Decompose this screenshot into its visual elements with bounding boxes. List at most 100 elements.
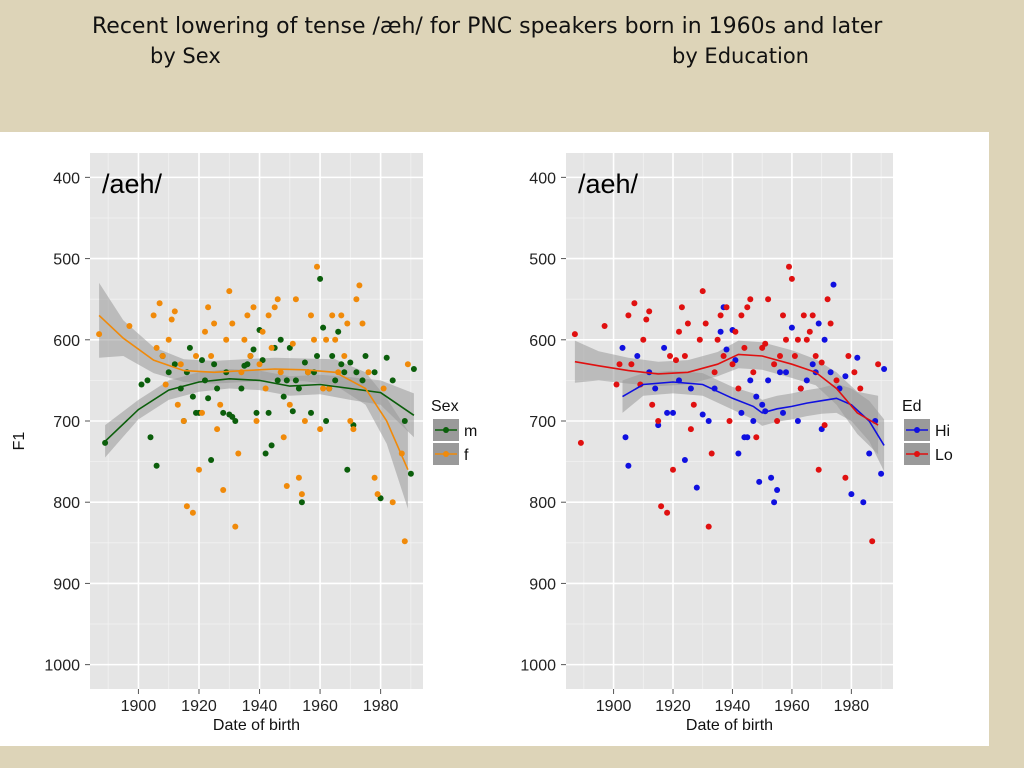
data-point-f (317, 426, 324, 433)
data-point-Hi (780, 409, 786, 416)
data-point-f (174, 401, 181, 408)
y-tick-label: 500 (53, 252, 80, 269)
data-point-f (241, 336, 248, 343)
data-point-Lo (753, 434, 760, 441)
data-point-f (126, 323, 133, 329)
legend-label-Hi: Hi (935, 423, 950, 440)
legend-point-f (443, 451, 449, 457)
legend-point-Hi (914, 427, 920, 433)
legend: Ed Hi Lo (902, 398, 953, 465)
x-axis-title: Date of birth (686, 717, 773, 734)
data-point-Lo (646, 308, 653, 315)
data-point-Hi (670, 409, 676, 416)
data-point-f (232, 523, 239, 530)
data-point-Hi (655, 422, 662, 429)
data-point-Lo (726, 418, 733, 424)
data-point-Lo (851, 369, 858, 376)
data-point-Lo (818, 359, 825, 366)
data-point-Lo (678, 304, 685, 311)
data-point-Lo (676, 328, 682, 335)
data-point-f (199, 409, 205, 416)
data-point-Lo (833, 377, 840, 384)
data-point-Lo (732, 328, 739, 335)
data-point-Lo (658, 503, 665, 510)
data-point-m (171, 361, 178, 368)
charts-canvas: 1900 1920 1940 1960 1980 400 500 600 700 800 900 10… (11, 153, 953, 734)
data-point-m (298, 499, 305, 506)
data-point-f (311, 336, 317, 343)
data-point-Lo (705, 523, 712, 530)
y-tick-label: 800 (53, 495, 80, 512)
data-point-Hi (854, 354, 861, 361)
data-point-Hi (803, 377, 810, 384)
data-point-f (96, 331, 103, 338)
data-point-f (189, 509, 196, 516)
data-point-Lo (780, 312, 786, 319)
data-point-Lo (738, 312, 745, 319)
chart-1: 1900 1920 1940 1960 1980 400 500 600 700 800 900 10… (11, 153, 477, 734)
data-point-f (320, 385, 327, 392)
data-point-m (274, 377, 281, 384)
chart-2: 1900 1920 1940 1960 1980 400 500 600 700 800 900 10… (520, 153, 953, 734)
legend-point-m (443, 427, 449, 433)
data-point-f (208, 353, 215, 359)
data-point-Lo (628, 361, 635, 368)
data-point-f (256, 361, 263, 368)
data-point-f (401, 538, 408, 545)
data-point-Lo (720, 353, 727, 359)
data-point-Hi (738, 409, 745, 416)
data-point-Lo (690, 401, 697, 408)
data-point-Lo (681, 353, 688, 359)
data-point-Lo (759, 344, 766, 351)
data-point-Lo (777, 353, 783, 359)
data-point-f (295, 474, 302, 481)
data-point-Lo (687, 426, 694, 433)
y-tick-label: 900 (53, 576, 80, 593)
data-point-m (371, 369, 378, 376)
data-point-Lo (842, 474, 849, 481)
data-point-Lo (815, 466, 822, 473)
data-point-f (371, 474, 378, 481)
data-point-f (180, 418, 187, 424)
data-point-Lo (616, 361, 623, 368)
data-point-Hi (842, 373, 849, 380)
data-point-m (292, 377, 299, 384)
data-point-Hi (774, 487, 781, 493)
x-tick-label: 1980 (834, 698, 870, 715)
data-point-Lo (741, 344, 748, 351)
data-point-Hi (830, 281, 837, 288)
data-point-Lo (762, 340, 769, 347)
data-point-Hi (664, 409, 671, 416)
data-point-f (193, 353, 199, 359)
data-point-m (389, 377, 396, 384)
slide-title: Recent lowering of tense /æh/ for PNC sp… (92, 14, 883, 39)
data-point-m (265, 409, 272, 416)
data-point-Hi (699, 411, 706, 418)
data-point-m (323, 418, 330, 424)
legend-title: Ed (902, 398, 922, 415)
legend-label-f: f (464, 447, 469, 464)
data-point-Hi (619, 344, 626, 351)
data-point-f (356, 282, 363, 289)
data-point-Hi (768, 474, 775, 481)
data-point-m (353, 369, 360, 376)
data-point-Hi (821, 336, 828, 343)
data-point-f (235, 450, 242, 457)
data-point-f (332, 336, 339, 343)
data-point-Lo (667, 353, 673, 359)
data-point-f (277, 369, 284, 376)
data-point-m (359, 377, 366, 384)
data-point-f (286, 401, 293, 408)
data-point-m (189, 393, 196, 400)
legend-label-m: m (464, 423, 477, 440)
data-point-Hi (866, 450, 873, 457)
data-point-f (347, 418, 354, 424)
y-tick-label: 600 (53, 333, 80, 350)
data-point-Lo (664, 509, 671, 516)
data-point-Hi (693, 484, 700, 491)
data-point-f (244, 312, 251, 319)
data-point-f (344, 320, 351, 327)
data-point-Lo (735, 385, 742, 392)
x-tick-label: 1960 (302, 698, 338, 715)
data-point-m (220, 409, 227, 416)
